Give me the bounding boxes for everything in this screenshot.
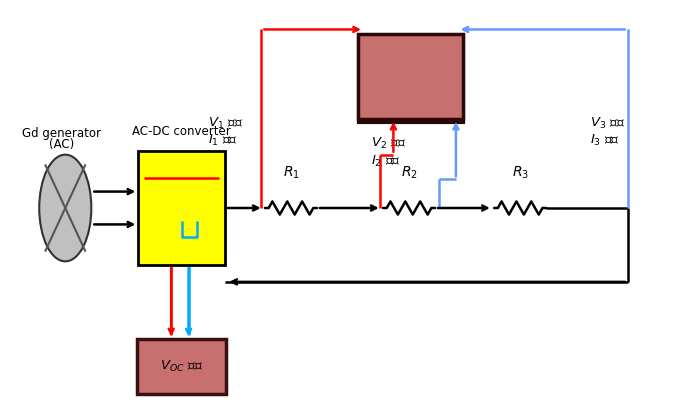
FancyBboxPatch shape — [359, 36, 463, 122]
Text: $V_1$ 측정
$I_1$ 계산: $V_1$ 측정 $I_1$ 계산 — [208, 116, 243, 148]
Text: Gd generator: Gd generator — [22, 127, 102, 140]
FancyBboxPatch shape — [358, 35, 463, 119]
Text: $V_3$ 측정
$I_3$ 계산: $V_3$ 측정 $I_3$ 계산 — [589, 116, 624, 148]
Text: AC-DC converter: AC-DC converter — [132, 125, 231, 138]
FancyBboxPatch shape — [136, 339, 226, 394]
Text: $V_{OC}$ 측정: $V_{OC}$ 측정 — [160, 359, 203, 374]
Text: $V_2$ 측정
$I_2$ 계산: $V_2$ 측정 $I_2$ 계산 — [371, 136, 406, 169]
Text: (AC): (AC) — [49, 138, 74, 151]
Text: $R_1$: $R_1$ — [283, 165, 300, 181]
Text: $R_2$: $R_2$ — [400, 165, 417, 181]
Text: $R_3$: $R_3$ — [512, 165, 528, 181]
Bar — [138, 151, 225, 265]
Ellipse shape — [39, 155, 91, 261]
